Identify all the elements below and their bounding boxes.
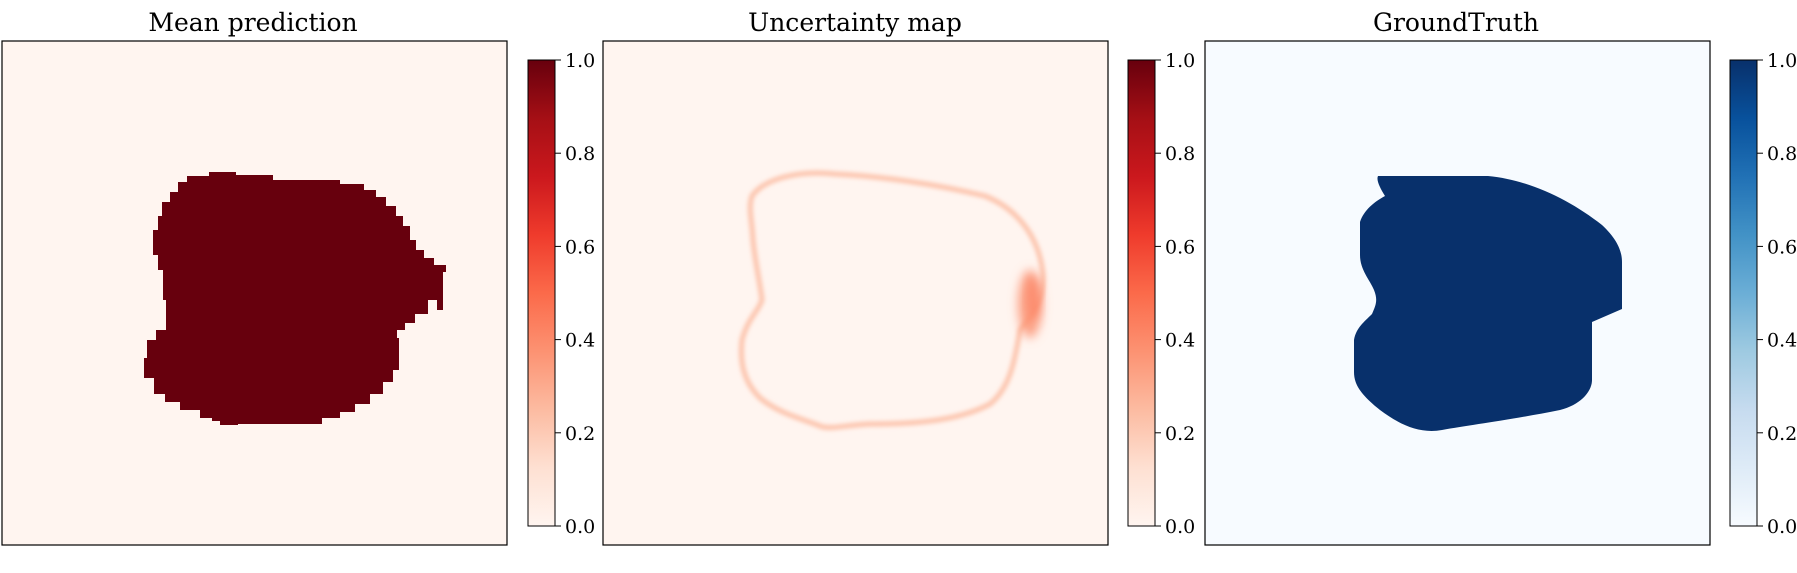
colorbar-tick-label: 1.0 (1767, 50, 1797, 72)
colorbar-tick-label: 0.2 (1165, 423, 1195, 445)
colorbar-tick-label: 0.4 (1165, 330, 1195, 352)
panel-groundtruth: GroundTruth 0.0 0.2 0.4 0.6 0.8 1.0 (1204, 8, 1797, 546)
colorbar-tick-label: 0.4 (1767, 330, 1797, 352)
colorbar-tick-label: 0.8 (1767, 143, 1797, 165)
colorbar-tick-label: 0.2 (1767, 423, 1797, 445)
colorbar-tick-label: 0.8 (1165, 143, 1195, 165)
colorbar-tick-label: 0.6 (1165, 236, 1195, 258)
colorbar-tick-label: 0.2 (565, 423, 595, 445)
prediction-region (144, 172, 446, 425)
colorbar-tick-label: 0.0 (565, 516, 595, 538)
groundtruth-region (1354, 176, 1622, 431)
colorbar-tick-label: 0.0 (1767, 516, 1797, 538)
colorbar-gradient (1729, 59, 1758, 527)
colorbar-tick-label: 0.6 (565, 236, 595, 258)
uncertainty-boundary-ring (738, 170, 1046, 431)
colorbar-tick-label: 1.0 (565, 50, 595, 72)
colorbar: 0.0 0.2 0.4 0.6 0.8 1.0 (527, 50, 595, 538)
panel-uncertainty-map: Uncertainty map 0.0 0.2 0.4 0.6 0.8 1.0 (602, 8, 1195, 546)
colorbar-tick-label: 0.4 (565, 330, 595, 352)
colorbar-tick-label: 0.8 (565, 143, 595, 165)
colorbar-tick-label: 1.0 (1165, 50, 1195, 72)
panel-title-groundtruth: GroundTruth (1373, 8, 1539, 37)
axes-frame (1204, 40, 1711, 546)
axes-frame (602, 40, 1109, 546)
colorbar-gradient (1127, 59, 1156, 527)
colorbar: 0.0 0.2 0.4 0.6 0.8 1.0 (1729, 50, 1797, 538)
panel-mean-prediction: Mean prediction 0.0 0.2 0.4 0.6 0.8 1.0 (1, 8, 595, 546)
axes-frame (1, 40, 508, 546)
colorbar-tick-label: 0.6 (1767, 236, 1797, 258)
colorbar-gradient (527, 59, 556, 527)
uncertainty-hotspot-core (1028, 276, 1040, 320)
panel-title-uncertainty-map: Uncertainty map (748, 8, 962, 37)
colorbar-tick-label: 0.0 (1165, 516, 1195, 538)
colorbar: 0.0 0.2 0.4 0.6 0.8 1.0 (1127, 50, 1195, 538)
panel-title-mean-prediction: Mean prediction (148, 8, 357, 37)
